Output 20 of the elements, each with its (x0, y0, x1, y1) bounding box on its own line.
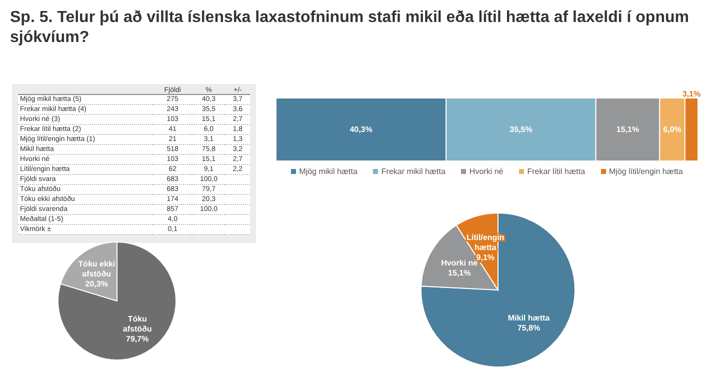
pie-slice (58, 242, 176, 360)
data-label: 3,1% (682, 90, 701, 98)
data-label: 20,3% (85, 280, 108, 289)
slice-label: Tóku ekki afstöðu (78, 260, 116, 279)
pie-slice (420, 212, 576, 368)
data-label: 40,3% (350, 125, 372, 134)
data-label: 75,8% (517, 323, 540, 332)
data-label: 15,1% (448, 268, 471, 278)
slice-label: Tóku afstöðu (122, 314, 152, 334)
legend-label: Mjög lítil/engin hætta (609, 167, 683, 176)
legend-label: Hvorki né (469, 167, 504, 176)
legend-label: Frekar mikil hætta (381, 167, 446, 176)
data-label: 6,0% (663, 125, 682, 134)
data-label: 35,5% (510, 125, 532, 134)
legend-label: Frekar lítil hætta (527, 167, 586, 176)
data-label: 79,7% (126, 334, 149, 344)
series-label: Mjög mikil hætta (299, 167, 358, 176)
text: Sp. 5. Telur þú að villta íslenska laxastofninum stafi mikil eða lítil hætta af laxeldi í opnum sjókvíum? (10, 8, 690, 48)
data-label: 15,1% (616, 125, 640, 134)
slice-label: Mikil hætta (508, 313, 550, 322)
